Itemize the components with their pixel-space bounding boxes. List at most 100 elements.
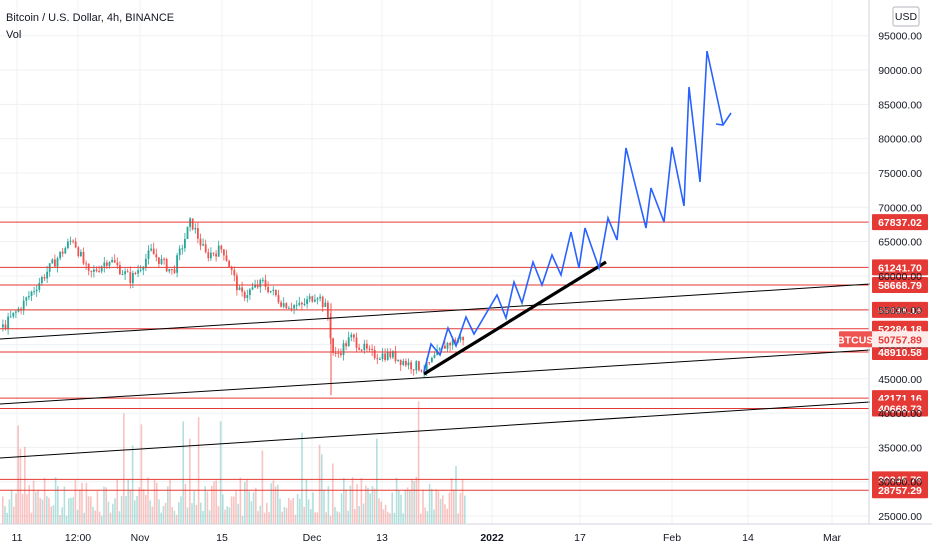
horizontal-levels[interactable]: 67837.0261241.7058668.7955038.1652284.18… [0, 214, 928, 499]
volume-bar [448, 492, 451, 524]
volume-bar [400, 494, 402, 524]
candlestick [30, 290, 33, 302]
level-55038.16[interactable]: 55038.16 [0, 301, 928, 318]
candlestick [145, 253, 147, 272]
level-48910.58[interactable]: 48910.58 [0, 343, 928, 360]
candlestick [355, 332, 358, 353]
level-28757.29[interactable]: 28757.29 [0, 482, 928, 499]
trendline-long-support[interactable] [0, 401, 871, 459]
volume-bar [393, 512, 396, 524]
volume-bar [15, 493, 17, 524]
candlestick [251, 282, 254, 291]
volume-bar [85, 482, 88, 524]
candlestick [9, 310, 12, 318]
candlestick [285, 302, 288, 309]
currency-button[interactable]: USD [892, 6, 920, 27]
candlestick [171, 268, 173, 275]
trendline-bold-rising[interactable] [423, 260, 607, 376]
symbol-badge[interactable]: BTCUSD [837, 331, 881, 348]
candlestick [373, 345, 376, 360]
candlestick [35, 285, 38, 297]
volume-bar [279, 498, 281, 524]
trendlines[interactable] [0, 260, 871, 459]
candlestick [178, 245, 181, 261]
volume-bar [37, 489, 39, 524]
volume-bar [325, 512, 327, 524]
level-67837.02[interactable]: 67837.02 [0, 214, 928, 231]
volume-bar [13, 506, 15, 524]
x-tick-label: Feb [663, 532, 681, 544]
level-label-bg [872, 400, 928, 417]
y-tick-label: 60000.00 [878, 271, 922, 283]
volume-bar [222, 494, 224, 524]
volume-bar [26, 494, 28, 524]
volume-bar [437, 491, 440, 524]
volume-bar [142, 488, 145, 524]
candlestick [262, 277, 264, 284]
candlestick [269, 290, 272, 294]
level-61241.70[interactable]: 61241.70 [0, 259, 928, 276]
candlestick [381, 348, 384, 362]
projection-path[interactable] [423, 50, 732, 373]
candlestick [100, 265, 103, 274]
candlestick [77, 246, 80, 258]
candlestick [389, 348, 392, 360]
candlestick [126, 268, 129, 273]
x-tick-label: 2022 [480, 532, 504, 544]
y-tick-label: 95000.00 [878, 31, 922, 43]
volume-bar [186, 507, 189, 524]
candlestick [277, 289, 280, 305]
volume-bar [193, 491, 195, 524]
candlestick [158, 257, 160, 268]
candlestick [137, 264, 139, 278]
candlestick [418, 360, 420, 372]
trendline-upper-channel[interactable] [0, 283, 871, 340]
trendline-lower-channel[interactable] [0, 349, 871, 405]
candlestick [332, 337, 334, 356]
volume-bar [303, 506, 305, 524]
candlestick [415, 360, 418, 374]
volume-bar [380, 501, 382, 524]
volume-bar [362, 503, 365, 524]
volume-bar [217, 506, 220, 524]
candlestick [210, 247, 212, 262]
volume-bar [290, 500, 292, 524]
y-tick-label: 85000.00 [878, 99, 922, 111]
volume-bar [450, 478, 453, 524]
volume-bar [153, 479, 156, 524]
svg-text:50757.89: 50757.89 [878, 334, 922, 346]
volume-bar [131, 445, 134, 524]
level-label: 67837.02 [878, 217, 922, 229]
candlestick [121, 269, 124, 276]
projection-arrowhead [715, 112, 732, 126]
volume-bar [455, 466, 457, 524]
volume-bar [387, 511, 389, 524]
volume-bar [294, 514, 297, 524]
candlestick [51, 258, 54, 264]
level-58668.79[interactable]: 58668.79 [0, 276, 928, 293]
volume-bar [376, 438, 378, 524]
level-30345.76[interactable]: 30345.76 [0, 471, 928, 488]
level-40668.73[interactable]: 40668.73 [0, 400, 928, 417]
candlestick [392, 350, 394, 360]
currency-button-label: USD [895, 11, 918, 23]
volume-bar [360, 478, 363, 524]
candlestick [256, 279, 259, 289]
volume-bar [382, 509, 385, 524]
volume-bar [428, 483, 431, 524]
projection-zigzag[interactable] [423, 50, 724, 373]
candlestick [225, 249, 228, 262]
candlestick [233, 266, 236, 282]
volume-bar [167, 486, 169, 524]
candlestick [397, 359, 399, 363]
volume-bar [112, 503, 114, 524]
level-label: 55038.16 [878, 305, 922, 317]
level-42171.16[interactable]: 42171.16 [0, 390, 928, 407]
time-axis[interactable]: 11 12:00 Nov 15 Dec 13 2022 17 Feb 14 Mar [0, 523, 932, 544]
volume-bar [156, 482, 158, 524]
price-axis[interactable]: 25000.00 30000.00 35000.00 40000.00 45000.00… [837, 0, 928, 524]
x-tick-label: 15 [216, 532, 228, 544]
candlestick [324, 298, 327, 308]
candlestick [46, 265, 48, 284]
